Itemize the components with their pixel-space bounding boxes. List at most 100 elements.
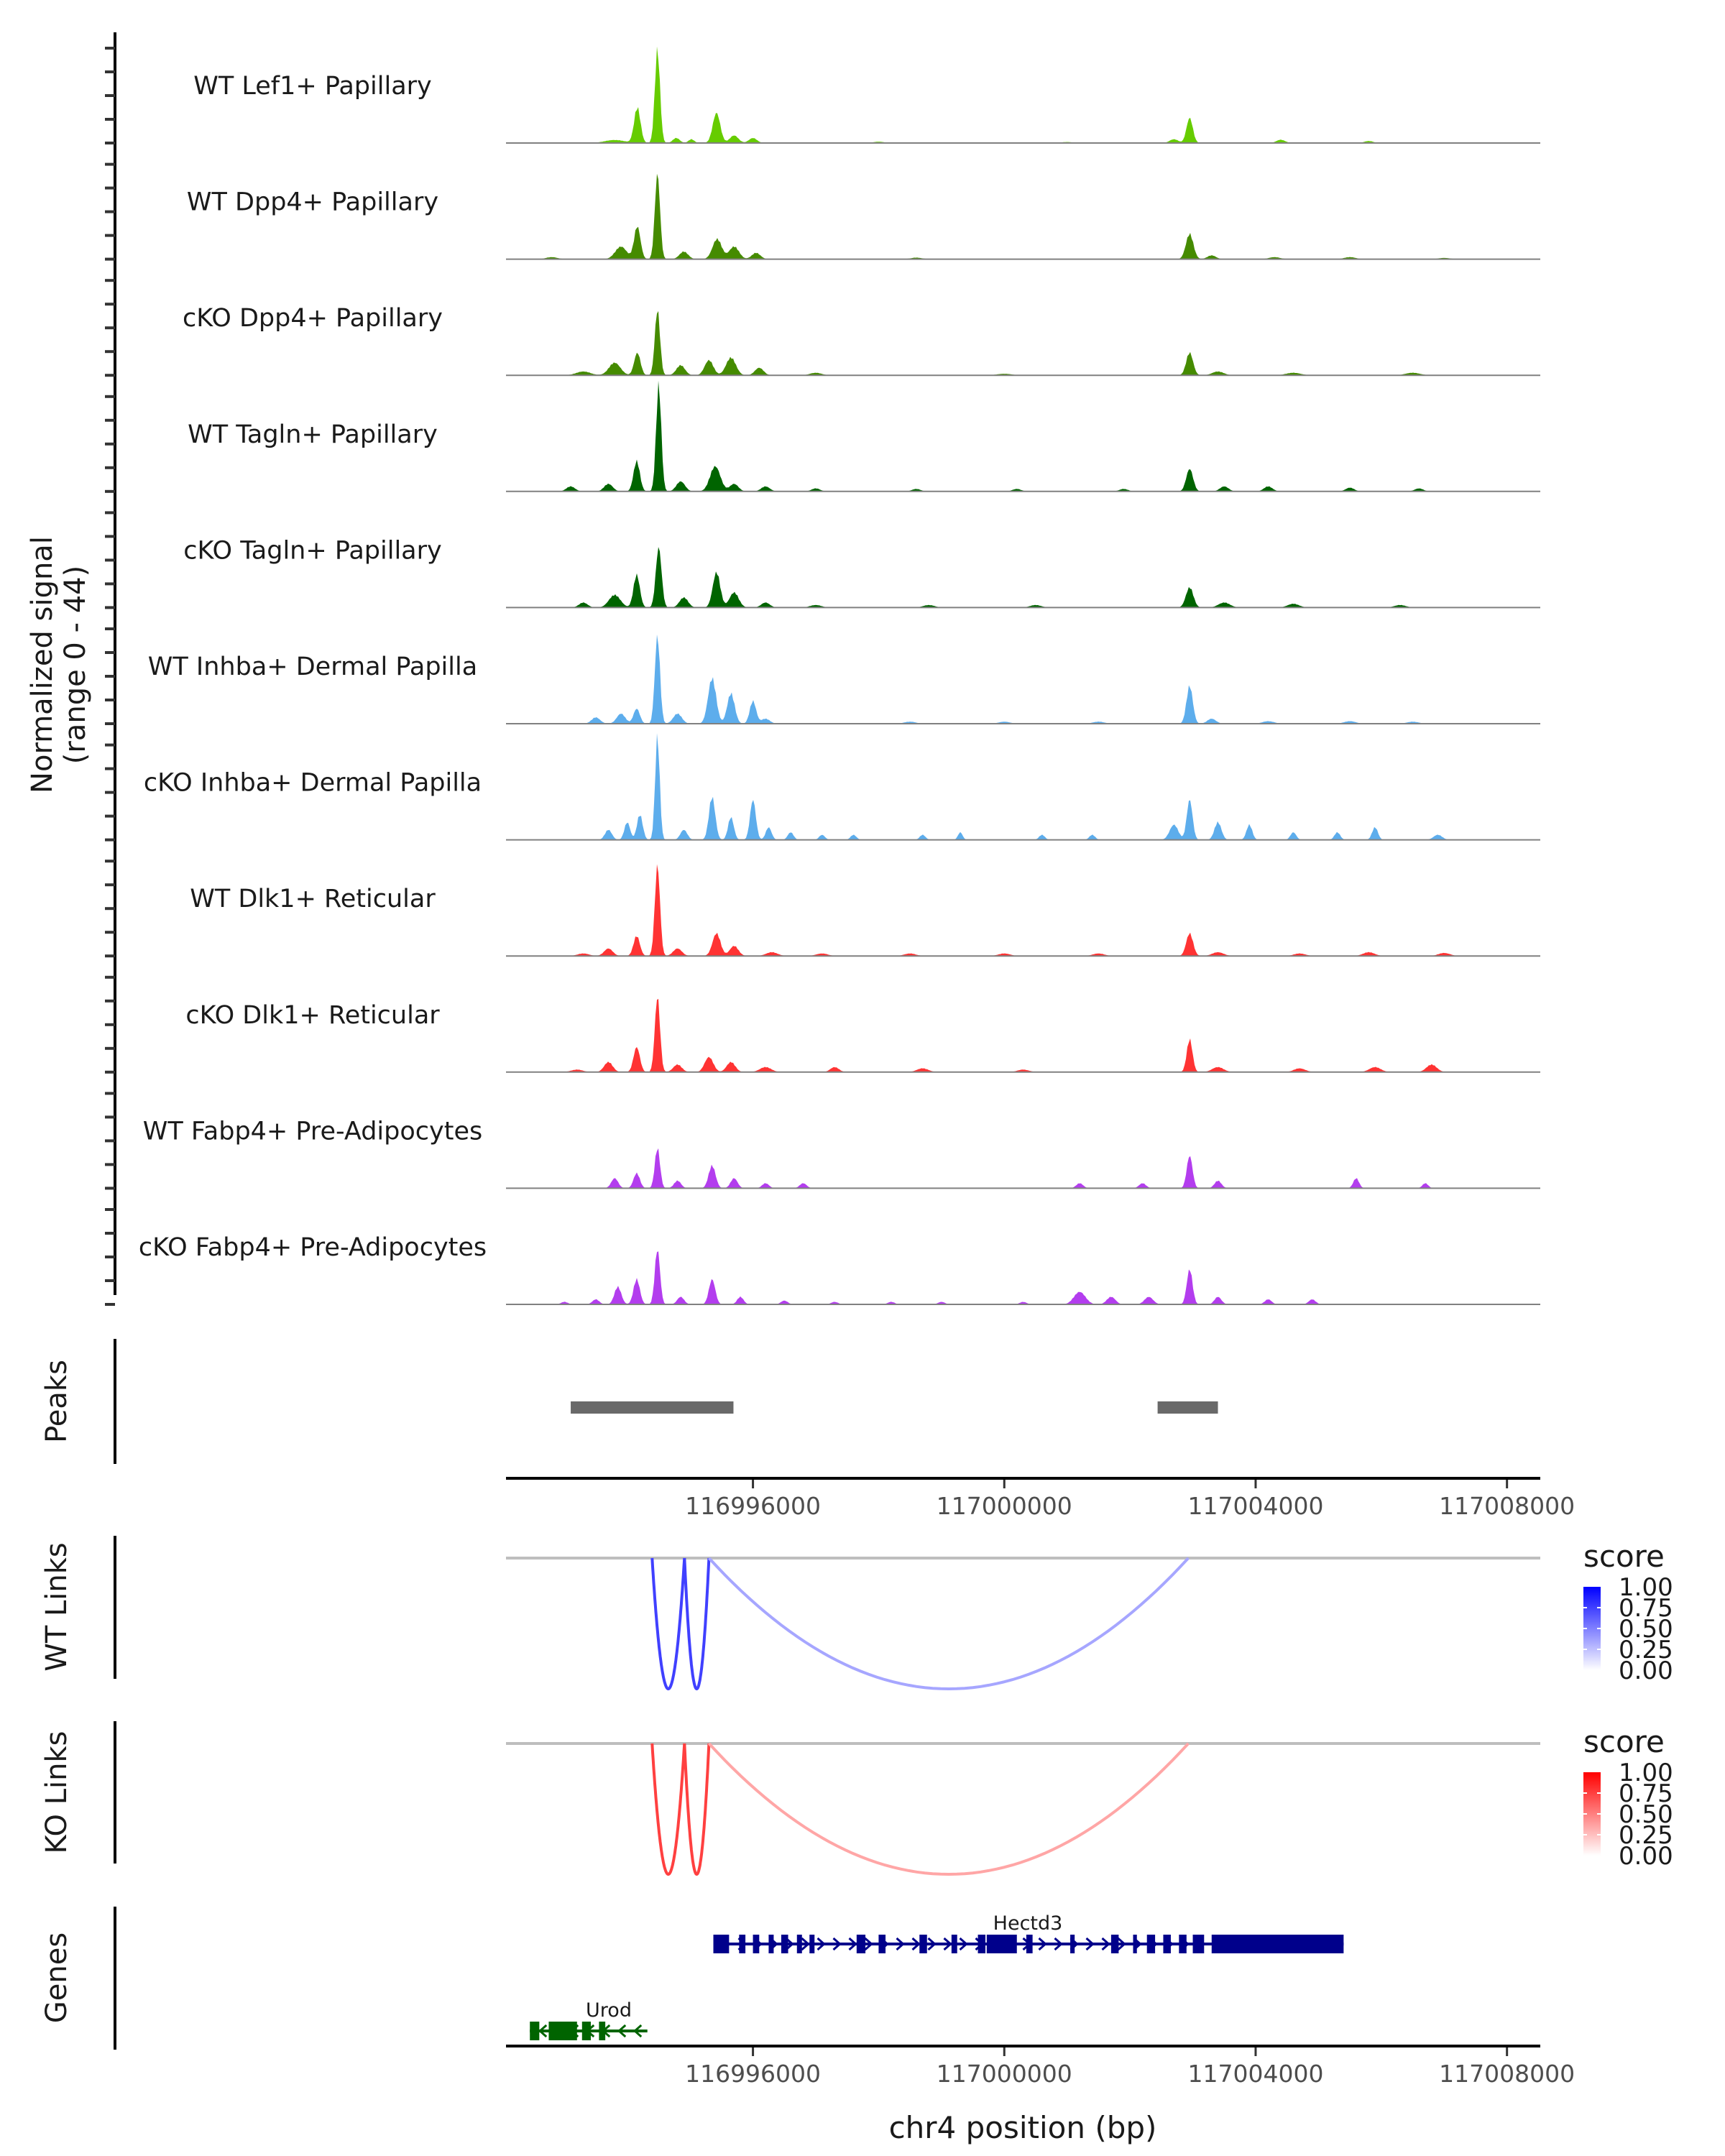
track-label: cKO Dlk1+ Reticular [185,1001,440,1030]
coverage-area [506,864,1531,957]
strand-arrow [801,1937,810,1951]
link-arc [707,1742,1190,1876]
strand-arrow [1038,1937,1047,1951]
legend-tick-label: 0.00 [1619,1842,1673,1871]
coverage-area [506,1148,1531,1189]
signal-y-ticks [105,47,115,1306]
x-axis-title: chr4 position (bp) [889,2110,1157,2145]
coverage-area [506,998,1531,1072]
legend-title: score [1583,1539,1665,1574]
gene-exon [1026,1935,1033,1953]
track-label: cKO Tagln+ Papillary [183,536,442,565]
gene-exon [1192,1935,1205,1953]
strand-arrow [1054,1937,1063,1951]
track-label: WT Tagln+ Papillary [188,420,438,449]
strand-arrow [927,1937,937,1951]
strand-arrow [1117,1937,1126,1951]
gene-exon [581,2022,592,2040]
coverage-area [506,634,1531,724]
gene-exon [1179,1935,1187,1953]
gene-models: Hectd3 Urod [530,1912,1344,2040]
gene-exon [856,1935,866,1953]
gene-exon [978,1935,986,1953]
gene-exon [1163,1935,1171,1953]
coverage-area [506,380,1531,492]
gene-exon [919,1935,927,1953]
x-tick-label: 116996000 [685,1492,821,1520]
coverage-area [506,173,1531,259]
legend-tick-label: 0.50 [1619,1800,1673,1829]
gene-exon [1070,1935,1075,1953]
coverage-track: cKO Fabp4+ Pre-Adipocytes [139,1233,1540,1305]
gene-exon [530,2022,540,2040]
x-tick-label: 117004000 [1187,1492,1323,1520]
link-arc [650,1743,686,1876]
coverage-area [506,547,1531,608]
link-arc [683,1743,711,1876]
legend-tick-label: 1.00 [1619,1573,1673,1602]
link-arc [683,1557,711,1691]
track-label: WT Lef1+ Papillary [193,72,432,101]
coverage-track: WT Tagln+ Papillary [188,380,1540,492]
coverage-track: WT Lef1+ Papillary [193,46,1540,144]
strand-arrow [816,1937,826,1951]
legend-tick-label: 1.00 [1619,1759,1673,1787]
peak-region [1157,1401,1218,1414]
coverage-track: cKO Dlk1+ Reticular [185,998,1540,1073]
gene-exon [878,1935,886,1953]
gene-exon [753,1935,760,1953]
strand-arrow [943,1937,952,1951]
coverage-area [506,46,1531,143]
gene-exon [1133,1935,1137,1953]
coverage-track: WT Inhba+ Dermal Papilla [148,634,1540,724]
gene-exon [713,1935,730,1953]
x-tick-label: 117000000 [937,1492,1072,1520]
x-axis-ticks-top: 116996000 117000000 117004000 117008000 [685,1480,1575,1520]
gene-exon [548,2022,577,2040]
x-axis-ticks-bottom: 116996000 117000000 117004000 117008000 [685,2047,1575,2088]
coverage-tracks: WT Lef1+ Papillary WT Dpp4+ Papillary cKO … [139,46,1540,1305]
ylabel-line1: Normalized signal [26,536,59,793]
track-label: WT Fabp4+ Pre-Adipocytes [143,1117,482,1146]
x-tick-label: 116996000 [685,2060,821,2088]
peak-region [571,1401,734,1414]
strand-arrow [538,2024,548,2038]
coverage-area [506,1251,1531,1304]
coverage-track: WT Fabp4+ Pre-Adipocytes [143,1117,1540,1189]
peak-regions [571,1401,1218,1414]
coverage-area [506,310,1531,376]
x-tick-label: 117000000 [937,2060,1072,2088]
gene-name: Hectd3 [993,1912,1063,1935]
strand-arrow [864,1937,873,1951]
link-arc [650,1557,686,1691]
coverage-track: cKO Tagln+ Papillary [183,536,1540,609]
gene-exon [1110,1935,1119,1953]
coverage-track: WT Dlk1+ Reticular [190,864,1540,957]
strand-arrow [832,1937,842,1951]
track-label: cKO Inhba+ Dermal Papilla [144,769,482,798]
genes-track-label: Genes [40,1932,73,2023]
wt-links [506,1557,1540,1691]
strand-arrow [848,1937,857,1951]
gene-exon [739,1935,746,1953]
gene-exon [951,1935,957,1953]
coverage-track: WT Dpp4+ Papillary [187,173,1540,260]
legend-tick-label: 0.75 [1619,1594,1673,1623]
legend-tick-label: 0.50 [1619,1615,1673,1644]
track-label: cKO Fabp4+ Pre-Adipocytes [139,1233,487,1262]
track-label: WT Dlk1+ Reticular [190,885,436,913]
gene-name: Urod [586,1999,632,2022]
strand-arrow [911,1937,921,1951]
gene-urod: Urod [530,1999,648,2040]
gene-exon [986,1935,1017,1953]
track-label: WT Inhba+ Dermal Papilla [148,653,477,681]
strand-arrow [959,1937,968,1951]
gene-exon [1146,1935,1156,1953]
gene-exon [796,1935,802,1953]
track-label: WT Dpp4+ Papillary [187,188,438,217]
strand-arrow [617,2024,627,2038]
wt-links-label: WT Links [40,1542,73,1671]
coverage-track: cKO Inhba+ Dermal Papilla [144,733,1540,841]
